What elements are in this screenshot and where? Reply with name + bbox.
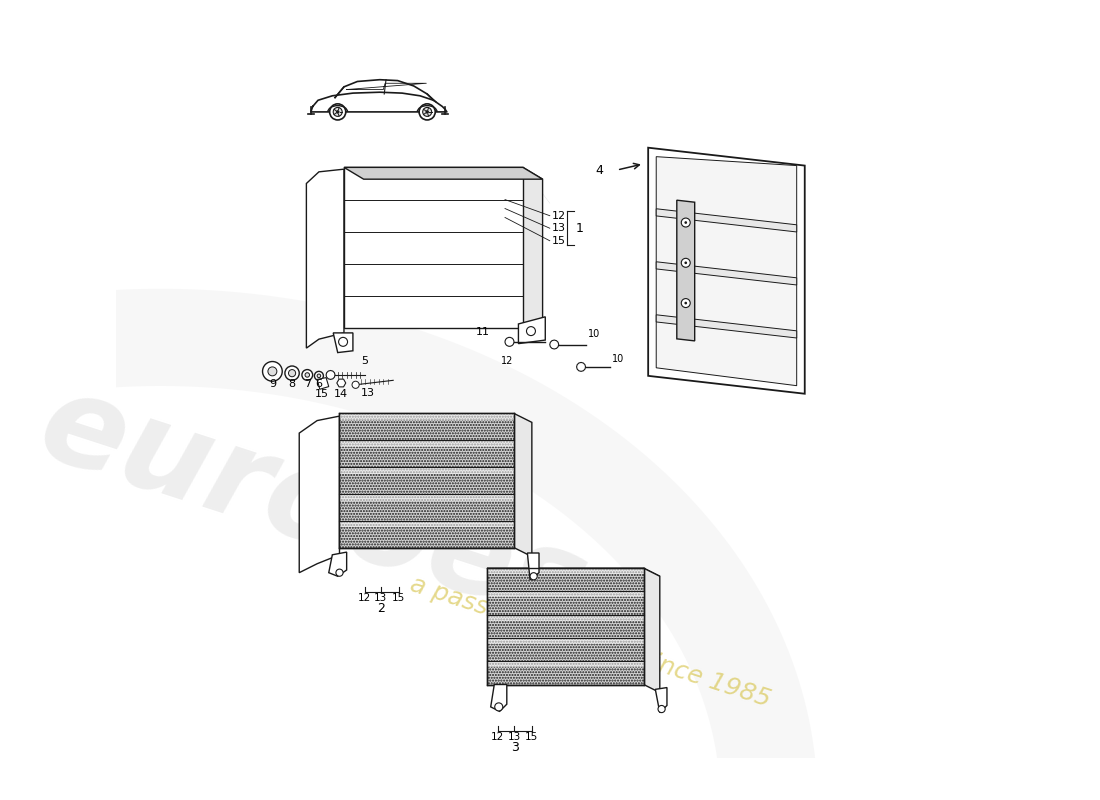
Polygon shape (657, 314, 796, 338)
Text: 2: 2 (377, 602, 385, 615)
Circle shape (317, 374, 321, 378)
Circle shape (330, 104, 345, 120)
Text: 12: 12 (358, 594, 371, 603)
Circle shape (419, 104, 436, 120)
Polygon shape (344, 296, 522, 315)
Text: 6: 6 (316, 379, 322, 390)
Polygon shape (344, 199, 522, 219)
Polygon shape (326, 370, 336, 379)
Polygon shape (487, 568, 644, 685)
Circle shape (336, 110, 340, 114)
Circle shape (658, 706, 666, 713)
Polygon shape (657, 209, 796, 232)
Polygon shape (491, 685, 507, 711)
Polygon shape (487, 591, 644, 598)
Text: 10: 10 (612, 354, 624, 365)
Text: 13: 13 (361, 387, 375, 398)
Text: 8: 8 (288, 379, 296, 390)
Circle shape (681, 298, 690, 307)
Text: 5: 5 (361, 356, 368, 366)
Polygon shape (487, 568, 660, 576)
Polygon shape (527, 553, 539, 580)
Circle shape (684, 221, 688, 224)
Polygon shape (656, 687, 667, 713)
Circle shape (336, 569, 343, 576)
Circle shape (426, 110, 429, 114)
Circle shape (684, 262, 688, 264)
Text: 12: 12 (492, 732, 505, 742)
Circle shape (285, 366, 299, 380)
Polygon shape (317, 378, 329, 390)
Circle shape (505, 338, 514, 346)
Polygon shape (487, 638, 644, 644)
Polygon shape (518, 317, 546, 344)
Polygon shape (307, 169, 344, 348)
Circle shape (315, 371, 323, 380)
Text: 13: 13 (374, 594, 387, 603)
Polygon shape (333, 333, 353, 353)
Text: 12: 12 (551, 210, 565, 221)
Polygon shape (340, 494, 514, 501)
Text: 15: 15 (315, 390, 329, 399)
Polygon shape (337, 379, 345, 387)
Text: 4: 4 (595, 163, 604, 177)
Polygon shape (344, 264, 522, 283)
Text: eurooes: eurooes (24, 362, 601, 652)
Polygon shape (648, 148, 805, 394)
Polygon shape (657, 157, 796, 386)
Circle shape (333, 107, 342, 116)
Text: 7: 7 (304, 379, 311, 390)
Circle shape (263, 362, 283, 382)
Polygon shape (644, 568, 660, 693)
Polygon shape (344, 232, 522, 251)
Polygon shape (514, 414, 532, 557)
Polygon shape (676, 200, 695, 341)
Circle shape (352, 382, 360, 388)
Text: 13: 13 (507, 732, 520, 742)
Polygon shape (340, 414, 514, 548)
Polygon shape (550, 340, 559, 349)
Circle shape (301, 370, 312, 380)
Polygon shape (487, 614, 644, 621)
Text: 15: 15 (551, 236, 565, 246)
Polygon shape (576, 362, 585, 371)
Polygon shape (344, 167, 522, 329)
Circle shape (422, 107, 431, 116)
Polygon shape (340, 414, 514, 420)
Polygon shape (340, 521, 514, 527)
Polygon shape (340, 467, 514, 474)
Polygon shape (522, 167, 542, 340)
Text: 14: 14 (334, 390, 349, 399)
Text: 15: 15 (392, 594, 405, 603)
Polygon shape (329, 552, 346, 576)
Circle shape (681, 218, 690, 227)
Text: 15: 15 (525, 732, 539, 742)
Circle shape (530, 573, 537, 580)
Circle shape (684, 302, 688, 305)
Polygon shape (487, 568, 644, 574)
Polygon shape (344, 167, 522, 186)
Polygon shape (657, 262, 796, 285)
Polygon shape (340, 440, 514, 447)
Text: 12: 12 (500, 356, 513, 366)
Polygon shape (487, 662, 644, 667)
Circle shape (495, 703, 503, 711)
Circle shape (268, 367, 277, 376)
Circle shape (681, 258, 690, 267)
Polygon shape (299, 416, 340, 573)
Text: 11: 11 (475, 326, 490, 337)
Text: 1: 1 (575, 222, 584, 234)
Circle shape (288, 370, 296, 377)
Text: 9: 9 (268, 379, 276, 390)
Text: 3: 3 (510, 741, 519, 754)
Text: 10: 10 (588, 330, 601, 339)
Circle shape (305, 373, 309, 377)
Polygon shape (344, 167, 542, 179)
Text: a passion for parts since 1985: a passion for parts since 1985 (407, 572, 773, 711)
Text: 13: 13 (551, 223, 565, 234)
